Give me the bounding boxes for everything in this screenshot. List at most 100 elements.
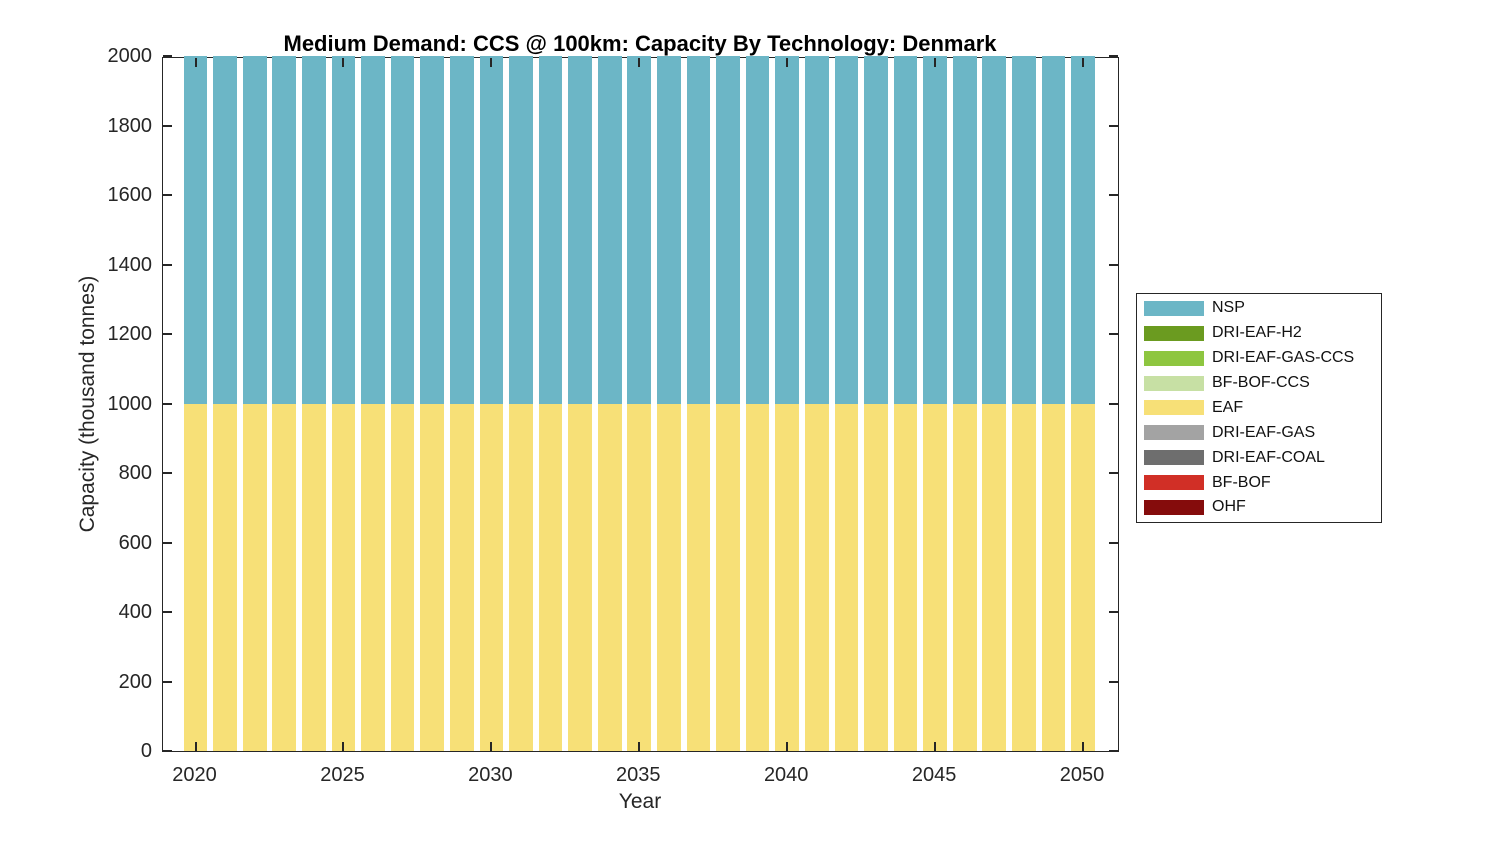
bar-segment-nsp bbox=[509, 56, 533, 404]
x-tick-label: 2045 bbox=[911, 764, 957, 786]
legend-item-bf-bof: BF-BOF bbox=[1137, 471, 1381, 494]
legend-label: DRI-EAF-COAL bbox=[1212, 448, 1325, 466]
bar-segment-nsp bbox=[568, 56, 592, 404]
bar-segment-eaf bbox=[479, 403, 504, 751]
bar-segment-nsp bbox=[923, 56, 947, 404]
y-tick-label: 1200 bbox=[107, 323, 153, 345]
legend-item-bf-bof-ccs: BF-BOF-CCS bbox=[1137, 372, 1381, 395]
tick-mark bbox=[163, 55, 172, 57]
bar-segment-nsp bbox=[272, 56, 297, 404]
tick-mark bbox=[638, 58, 641, 67]
bar-segment-nsp bbox=[982, 56, 1007, 404]
bar-segment-eaf bbox=[538, 403, 563, 751]
legend-swatch-icon bbox=[1144, 425, 1204, 441]
bar-segment-nsp bbox=[183, 56, 208, 404]
x-tick-label: 2025 bbox=[320, 764, 365, 786]
bar-segment-nsp bbox=[449, 56, 474, 404]
y-tick-label: 1600 bbox=[107, 184, 153, 206]
tick-mark bbox=[163, 263, 172, 266]
bar-segment-nsp bbox=[479, 56, 504, 404]
tick-mark bbox=[163, 611, 172, 613]
bar-segment-nsp bbox=[242, 56, 267, 404]
bar-segment-nsp bbox=[390, 56, 415, 404]
bar-segment-nsp bbox=[864, 56, 888, 404]
bar-segment-eaf bbox=[420, 403, 445, 751]
bar-segment-nsp bbox=[804, 56, 829, 404]
bar-segment-nsp bbox=[952, 56, 977, 404]
legend-swatch-icon bbox=[1144, 450, 1204, 466]
bar-segment-eaf bbox=[509, 403, 533, 751]
tick-mark bbox=[163, 750, 172, 752]
bar-segment-eaf bbox=[627, 403, 652, 751]
y-tick-label: 2000 bbox=[107, 45, 153, 67]
x-tick-label: 2030 bbox=[468, 764, 513, 786]
tick-mark bbox=[1109, 124, 1118, 127]
bar-segment-nsp bbox=[745, 56, 770, 404]
tick-mark bbox=[1109, 402, 1118, 405]
bar-segment-eaf bbox=[657, 403, 681, 751]
legend-label: OHF bbox=[1212, 498, 1246, 516]
tick-mark bbox=[163, 541, 172, 544]
tick-mark bbox=[342, 58, 345, 67]
x-tick-label: 2035 bbox=[616, 764, 661, 786]
x-tick-label: 2040 bbox=[763, 764, 809, 786]
legend-item-nsp: NSP bbox=[1137, 297, 1381, 320]
y-tick-label: 800 bbox=[118, 462, 152, 484]
legend-swatch-icon bbox=[1144, 300, 1204, 316]
tick-mark bbox=[1109, 750, 1118, 752]
bar-segment-nsp bbox=[1041, 56, 1066, 404]
x-tick-label: 2020 bbox=[172, 764, 217, 786]
tick-mark bbox=[1109, 611, 1118, 613]
y-tick-label: 1800 bbox=[107, 114, 153, 137]
bar-segment-nsp bbox=[213, 56, 237, 404]
tick-mark bbox=[163, 472, 172, 474]
bar-segment-eaf bbox=[864, 403, 888, 751]
bar-segment-eaf bbox=[923, 403, 947, 751]
bar-segment-eaf bbox=[686, 403, 711, 751]
y-tick-label: 0 bbox=[140, 740, 152, 762]
legend-item-dri-eaf-gas-ccs: DRI-EAF-GAS-CCS bbox=[1137, 347, 1381, 370]
bar-segment-eaf bbox=[302, 403, 326, 751]
bar-segment-eaf bbox=[1012, 403, 1036, 751]
legend-swatch-icon bbox=[1144, 475, 1204, 491]
tick-mark bbox=[786, 742, 789, 751]
legend-label: DRI-EAF-GAS-CCS bbox=[1212, 349, 1355, 367]
bar-segment-nsp bbox=[361, 56, 385, 404]
legend-label: NSP bbox=[1212, 299, 1245, 317]
bar-segment-eaf bbox=[1041, 403, 1066, 751]
tick-mark bbox=[1109, 472, 1118, 474]
legend-item-ohf: OHF bbox=[1137, 496, 1381, 519]
legend-item-dri-eaf-coal: DRI-EAF-COAL bbox=[1137, 446, 1381, 469]
y-tick-label: 400 bbox=[118, 601, 152, 623]
bar-segment-eaf bbox=[893, 403, 918, 751]
bar-segment-eaf bbox=[597, 403, 622, 751]
tick-mark bbox=[1109, 55, 1118, 57]
bar-segment-nsp bbox=[686, 56, 711, 404]
tick-mark bbox=[1109, 333, 1118, 335]
legend-label: EAF bbox=[1212, 398, 1244, 416]
bar-segment-eaf bbox=[745, 403, 770, 751]
y-tick-label: 1000 bbox=[107, 392, 153, 415]
tick-mark bbox=[1109, 194, 1118, 196]
tick-mark bbox=[1109, 680, 1118, 683]
bar-segment-nsp bbox=[716, 56, 740, 404]
legend-item-eaf: EAF bbox=[1137, 396, 1381, 419]
legend: NSP DRI-EAF-H2 DRI-EAF-GAS-CCS BF-BOF-CCS EA… bbox=[1136, 293, 1382, 523]
bar-segment-eaf bbox=[834, 403, 859, 751]
tick-mark bbox=[490, 58, 493, 67]
legend-item-dri-eaf-h2: DRI-EAF-H2 bbox=[1137, 322, 1381, 345]
tick-mark bbox=[163, 680, 172, 683]
bar-segment-eaf bbox=[361, 403, 385, 751]
tick-mark bbox=[163, 124, 172, 127]
bar-segment-eaf bbox=[272, 403, 297, 751]
tick-mark bbox=[786, 58, 789, 67]
legend-label: DRI-EAF-GAS bbox=[1212, 423, 1316, 441]
tick-mark bbox=[638, 742, 641, 751]
bar-segment-eaf bbox=[449, 403, 474, 751]
y-tick-label: 200 bbox=[118, 670, 152, 693]
bar-segment-nsp bbox=[420, 56, 445, 404]
bar-segment-eaf bbox=[390, 403, 415, 751]
bar-segment-eaf bbox=[952, 403, 977, 751]
x-tick-label: 2050 bbox=[1059, 764, 1105, 786]
